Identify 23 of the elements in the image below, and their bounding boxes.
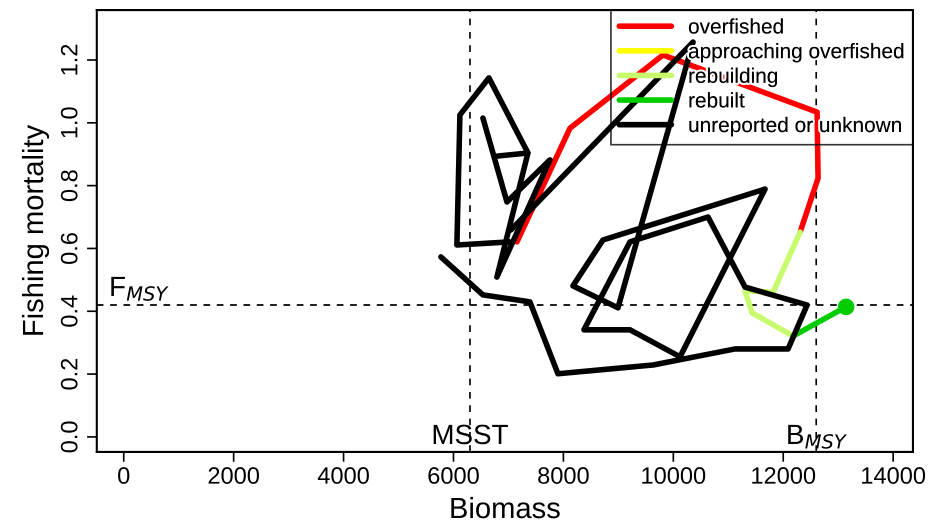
y-tick-label: 1.0	[60, 107, 78, 138]
x-tick-label: 0	[118, 467, 130, 484]
x-axis-title: Biomass	[451, 496, 560, 518]
legend-label: overfished	[688, 18, 783, 34]
x-tick-label: 6000	[428, 467, 479, 484]
ref-line-label: F$_{MSY}$	[111, 276, 169, 301]
x-tick-label: 8000	[538, 467, 589, 484]
ref-line-label: MSST	[434, 424, 508, 444]
x-tick-label: 14000	[862, 467, 926, 484]
x-tick-label: 2000	[208, 467, 259, 484]
legend-label: unreported or unknown	[689, 116, 901, 136]
ref-line-label: B$_{MSY}$	[788, 424, 847, 449]
legend-label: rebuilt	[689, 92, 745, 108]
y-tick-label: 0.2	[60, 358, 78, 390]
y-tick-label: 1.2	[60, 44, 78, 75]
y-axis-title: Fishing mortality	[22, 124, 50, 335]
x-tick-label: 4000	[318, 467, 369, 484]
x-tick-label: 10000	[642, 467, 706, 484]
y-tick-label: 0.8	[60, 170, 78, 202]
x-tick-label: 12000	[752, 467, 816, 484]
y-tick-label: 0.6	[60, 233, 78, 264]
y-tick-label: 0.0	[60, 421, 78, 452]
y-tick-label: 0.4	[60, 296, 78, 327]
